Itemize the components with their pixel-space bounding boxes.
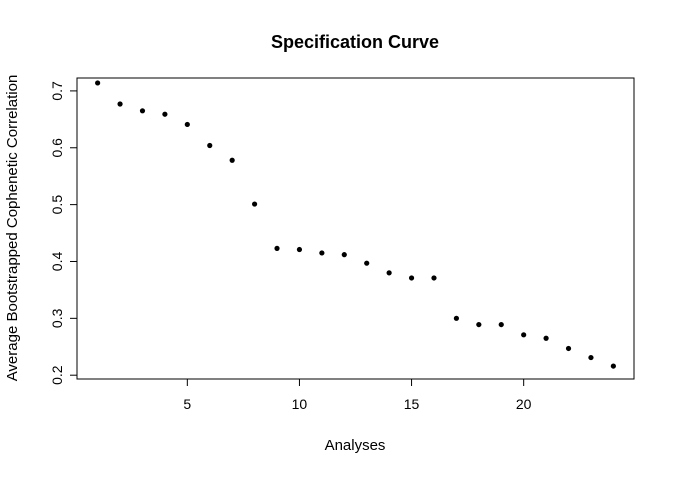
data-point: [386, 270, 392, 276]
data-point: [408, 275, 415, 281]
data-point: [588, 354, 594, 361]
y-tick-label: 0.6: [49, 138, 65, 158]
data-point: [610, 363, 616, 369]
x-tick-label: 20: [516, 396, 532, 412]
data-points: [95, 80, 616, 369]
data-point: [341, 252, 347, 258]
x-axis-label: Analyses: [325, 437, 386, 454]
data-point: [476, 321, 482, 328]
data-point: [319, 250, 325, 256]
y-tick-label: 0.2: [49, 365, 65, 385]
data-point: [95, 80, 101, 86]
plot-area-frame: [76, 77, 635, 380]
data-point: [207, 142, 213, 149]
data-point: [543, 335, 549, 341]
data-point: [296, 246, 303, 253]
chart-title: Specification Curve: [271, 32, 439, 52]
data-point: [184, 121, 190, 128]
data-point: [498, 321, 504, 328]
data-point: [453, 315, 460, 321]
y-tick-label: 0.7: [49, 81, 65, 101]
x-tick-label: 5: [183, 396, 191, 412]
data-point: [139, 108, 146, 114]
data-point: [521, 332, 527, 338]
x-tick-label: 15: [404, 396, 420, 412]
data-point: [251, 201, 258, 207]
data-point: [431, 275, 437, 281]
y-axis-label: Average Bootstrapped Cophenetic Correlat…: [4, 75, 21, 382]
data-point: [162, 111, 168, 117]
data-point: [229, 157, 235, 163]
data-point: [364, 260, 370, 266]
x-axis: 5 10 15 20: [183, 378, 532, 412]
data-point: [565, 345, 572, 352]
data-point: [117, 101, 123, 107]
data-point: [274, 245, 280, 251]
y-tick-label: 0.3: [49, 308, 65, 328]
y-tick-label: 0.4: [49, 252, 65, 272]
y-tick-label: 0.5: [49, 195, 65, 215]
y-axis: 0.2 0.3 0.4 0.5 0.6 0.7: [49, 81, 78, 385]
x-tick-label: 10: [292, 396, 308, 412]
